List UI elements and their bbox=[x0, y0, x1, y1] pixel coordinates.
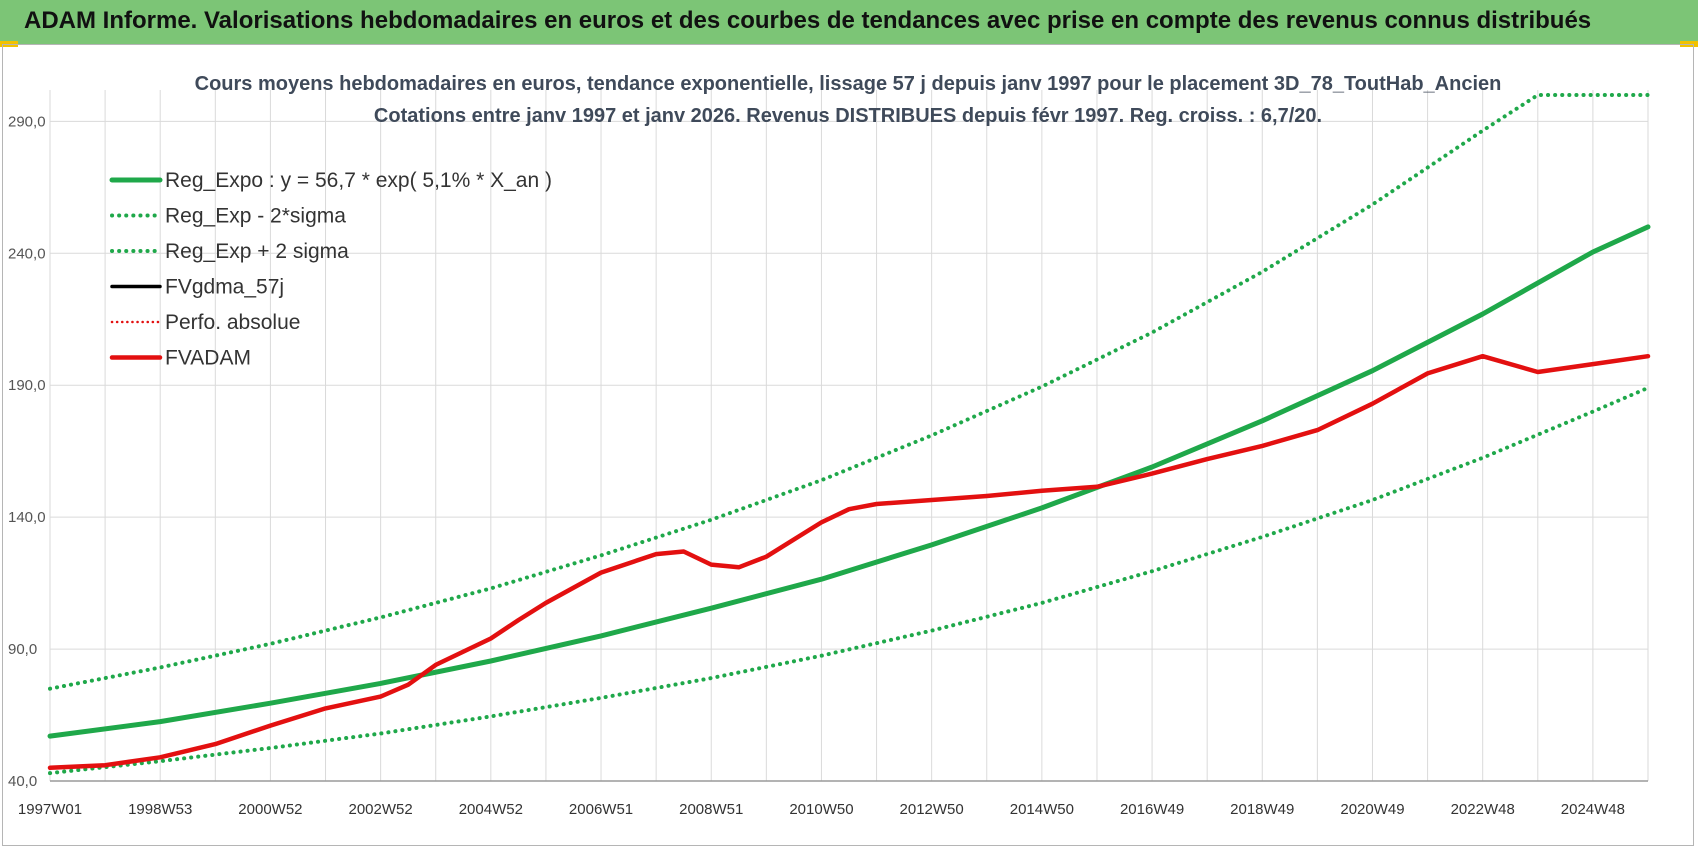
x-tick-label: 1998W53 bbox=[128, 801, 192, 818]
x-tick-label: 2024W48 bbox=[1561, 801, 1625, 818]
legend-label-fvgdma: FVgdma_57j bbox=[165, 276, 284, 299]
series-line-reg_minus bbox=[48, 385, 1650, 776]
chart-title: Cours moyens hebdomadaires en euros, ten… bbox=[195, 73, 1502, 95]
series bbox=[47, 93, 1651, 776]
y-tick-label: 90,0 bbox=[8, 641, 37, 658]
chart-subtitle: Cotations entre janv 1997 et janv 2026. … bbox=[374, 105, 1322, 127]
x-tick-label: 2000W52 bbox=[238, 801, 302, 818]
legend-label-reg_expo: Reg_Expo : y = 56,7 * exp( 5,1% * X_an ) bbox=[165, 169, 552, 192]
x-tick-label: 2022W48 bbox=[1451, 801, 1515, 818]
series-line-fvadam bbox=[47, 353, 1651, 771]
legend-label-reg_minus: Reg_Exp - 2*sigma bbox=[165, 205, 346, 228]
x-tick-label: 2020W49 bbox=[1340, 801, 1404, 818]
x-tick-label: 2004W52 bbox=[459, 801, 523, 818]
series-line-reg_expo bbox=[47, 224, 1651, 739]
x-tick-label: 2006W51 bbox=[569, 801, 633, 818]
legend-label-perfo: Perfo. absolue bbox=[165, 311, 300, 334]
grid bbox=[49, 90, 1649, 782]
y-axis-ticks: 40,0 90,0 140,0 190,0 240,0 290,0 bbox=[8, 113, 46, 790]
y-tick-label: 140,0 bbox=[8, 509, 46, 526]
y-tick-label: 40,0 bbox=[8, 773, 37, 790]
x-tick-label: 2018W49 bbox=[1230, 801, 1294, 818]
y-tick-label: 240,0 bbox=[8, 245, 46, 262]
x-tick-label: 2002W52 bbox=[349, 801, 413, 818]
legend: Reg_Expo : y = 56,7 * exp( 5,1% * X_an )… bbox=[109, 169, 552, 370]
x-tick-label: 2008W51 bbox=[679, 801, 743, 818]
x-tick-label: 2014W50 bbox=[1010, 801, 1074, 818]
x-tick-label: 2012W50 bbox=[900, 801, 964, 818]
chart-frame bbox=[2, 44, 1694, 846]
y-tick-label: 190,0 bbox=[8, 377, 46, 394]
x-tick-label: 2016W49 bbox=[1120, 801, 1184, 818]
header-bar: ADAM Informe. Valorisations hebdomadaire… bbox=[0, 0, 1698, 44]
page-title: ADAM Informe. Valorisations hebdomadaire… bbox=[24, 7, 1592, 34]
legend-label-fvadam: FVADAM bbox=[165, 347, 251, 370]
x-tick-label: 2010W50 bbox=[789, 801, 853, 818]
legend-label-reg_plus: Reg_Exp + 2 sigma bbox=[165, 240, 349, 263]
x-tick-label: 1997W01 bbox=[18, 801, 82, 818]
x-axis-ticks: 1997W01 1998W53 2000W52 2002W52 2004W52 2006W… bbox=[18, 801, 1625, 818]
y-tick-label: 290,0 bbox=[8, 113, 46, 130]
